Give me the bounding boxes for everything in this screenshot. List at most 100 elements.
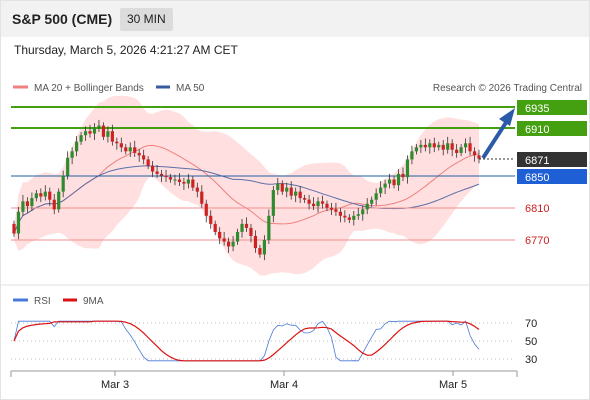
tag-r1-bg — [517, 121, 587, 136]
rsi-ma-line — [13, 320, 480, 362]
candle-body — [329, 207, 334, 210]
candle-body — [441, 144, 445, 150]
candle-body — [244, 223, 249, 228]
candle-body — [240, 223, 244, 232]
candle-body — [450, 143, 454, 150]
candle-body — [30, 198, 34, 207]
tag-r2-bg — [517, 100, 587, 115]
candle-body — [428, 143, 432, 148]
candle-body — [320, 201, 325, 204]
tag-s2: 6770 — [525, 235, 549, 247]
candle-body — [258, 248, 262, 255]
candle-body — [365, 203, 369, 210]
rsi-tick-50: 50 — [525, 336, 537, 348]
candle-body — [405, 159, 410, 178]
candle-body — [70, 151, 74, 158]
candle-body — [57, 191, 61, 210]
candle-body — [173, 179, 177, 181]
instrument-title: S&P 500 (CME) — [12, 11, 113, 27]
header-bar: S&P 500 (CME) 30 MIN — [1, 1, 589, 37]
candle-body — [387, 179, 392, 184]
candle-body — [227, 241, 231, 247]
forecast-arrow-head — [499, 108, 515, 126]
candle-body — [61, 175, 65, 192]
candle-body — [151, 165, 155, 172]
candle-body — [325, 203, 329, 208]
candle-body — [74, 141, 79, 152]
candle-body — [334, 209, 338, 212]
candle-body — [21, 201, 25, 212]
forecast-arrow — [481, 119, 509, 160]
candle-body — [338, 211, 342, 216]
rsi-tick-70: 70 — [525, 318, 537, 330]
candle-body — [231, 241, 235, 247]
candle-body — [374, 193, 378, 200]
candle-body — [83, 131, 88, 136]
candle-body — [128, 147, 132, 152]
candle-body — [410, 151, 414, 160]
candle-body — [432, 143, 436, 148]
candle-body — [370, 199, 374, 204]
candle-body — [472, 151, 477, 156]
candle-body — [262, 240, 266, 255]
candle-body — [146, 159, 150, 166]
timestamp: Thursday, March 5, 2026 4:21:27 AM CET — [14, 43, 238, 57]
candle-body — [191, 179, 195, 188]
candle-body — [186, 179, 190, 184]
candle-body — [437, 144, 441, 148]
candle-body — [267, 215, 271, 240]
candle-body — [209, 215, 213, 224]
candle-body — [12, 223, 16, 234]
candle-body — [401, 173, 405, 178]
candle-body — [311, 203, 316, 207]
candle-body — [124, 147, 128, 152]
candle-body — [414, 147, 419, 152]
candle-body — [379, 187, 383, 194]
candle-body — [177, 179, 182, 182]
candle-body — [106, 131, 110, 137]
candle-body — [235, 231, 240, 242]
candle-body — [396, 173, 401, 186]
candle-body — [34, 193, 38, 199]
candle-body — [383, 183, 387, 188]
candle-body — [285, 187, 289, 192]
candle-body — [115, 141, 119, 144]
candle-body — [423, 144, 427, 148]
candle-body — [16, 211, 21, 234]
candle-body — [88, 131, 92, 134]
candle-body — [97, 125, 101, 128]
candle-body — [79, 135, 83, 142]
candle-body — [276, 183, 280, 191]
ma20-legend-label: MA 20 + Bollinger Bands — [34, 83, 144, 94]
candle-body — [52, 199, 56, 210]
candle-body — [204, 203, 208, 216]
credit-text: Research © 2026 Trading Central — [433, 83, 582, 94]
candle-body — [101, 125, 106, 137]
candle-body — [159, 173, 164, 176]
candle-body — [213, 223, 217, 232]
candle-body — [218, 231, 222, 239]
ma9-legend-label: 9MA — [83, 296, 104, 307]
candles — [12, 119, 481, 261]
candle-body — [249, 227, 253, 236]
candle-body — [280, 183, 284, 192]
candle-body — [294, 191, 298, 196]
candle-body — [119, 143, 123, 148]
candle-body — [298, 191, 302, 199]
candle-body — [137, 152, 141, 156]
candle-body — [253, 235, 258, 249]
candle-body — [347, 217, 351, 220]
candle-body — [92, 127, 97, 134]
x-label-mar5: Mar 5 — [439, 379, 467, 391]
candle-body — [48, 191, 52, 200]
candle-body — [446, 143, 450, 150]
x-label-mar4: Mar 4 — [270, 379, 298, 391]
tag-pivot-bg — [517, 169, 587, 184]
timeframe-badge[interactable]: 30 MIN — [120, 8, 173, 31]
candle-body — [356, 214, 360, 216]
candle-body — [155, 171, 159, 174]
tag-s1: 6810 — [525, 203, 549, 215]
candle-body — [316, 201, 320, 207]
candle-body — [419, 144, 423, 148]
candle-body — [43, 191, 47, 197]
